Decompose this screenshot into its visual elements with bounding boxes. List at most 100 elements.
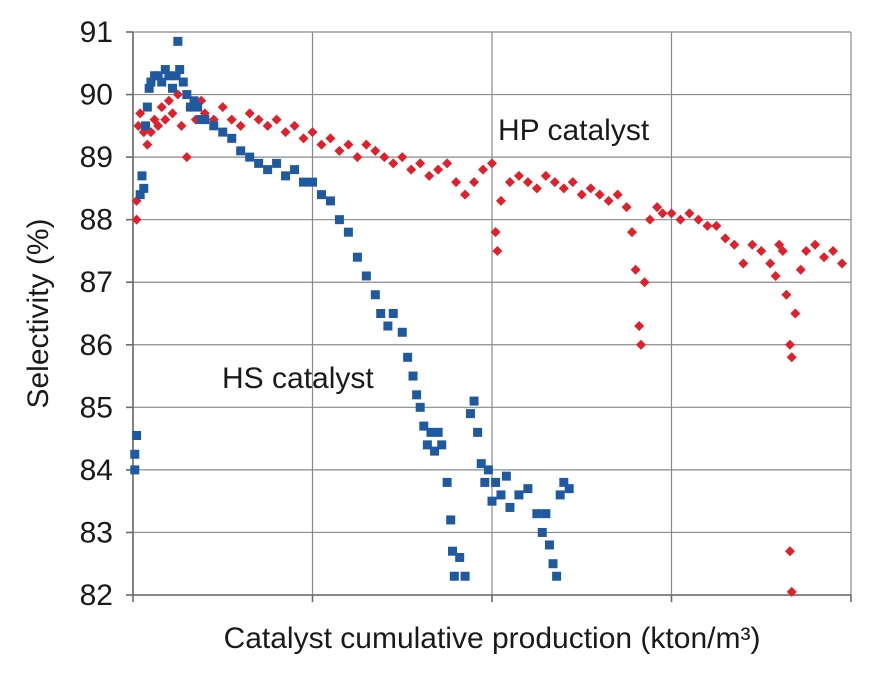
hs-data-point <box>254 158 264 168</box>
hp-data-point <box>316 139 327 150</box>
hp-data-point <box>770 270 781 281</box>
hp-data-point <box>334 145 345 156</box>
hp-data-point <box>442 158 453 169</box>
hp-data-point <box>522 177 533 188</box>
y-tick-label: 90 <box>80 79 113 112</box>
hp-data-point <box>424 170 435 181</box>
hs-data-point <box>135 190 145 200</box>
hp-data-point <box>361 139 372 150</box>
hs-data-point <box>388 309 398 318</box>
hp-data-point <box>156 102 167 113</box>
hs-data-point <box>236 146 246 156</box>
hs-data-point <box>189 96 199 106</box>
hs-data-point <box>491 477 501 487</box>
hs-data-point <box>455 552 465 562</box>
hp-data-point <box>639 277 650 288</box>
hs-data-point <box>501 471 511 481</box>
hp-data-point <box>145 127 156 138</box>
hs-data-point <box>555 490 565 500</box>
y-tick-label: 86 <box>80 329 113 362</box>
hp-data-point <box>621 202 632 213</box>
hp-data-point <box>253 114 264 125</box>
hs-data-point <box>514 490 524 500</box>
hp-data-point <box>784 546 795 557</box>
hp-data-point <box>469 177 480 188</box>
hp-data-point <box>235 120 246 131</box>
hp-data-point <box>540 170 551 181</box>
hs-data-point <box>370 290 380 300</box>
hp-data-point <box>495 195 506 206</box>
hs-data-point <box>433 427 443 437</box>
hs-data-point <box>245 152 255 162</box>
hs-data-point <box>483 465 493 475</box>
hp-data-point <box>226 114 237 125</box>
hp-data-point <box>644 214 655 225</box>
hs-data-point <box>446 515 456 525</box>
hp-data-point <box>777 245 788 256</box>
hp-data-point <box>397 152 408 163</box>
hs-data-point <box>465 409 475 419</box>
hs-data-point <box>523 484 533 494</box>
hs-data-point <box>171 71 181 81</box>
hp-data-point <box>702 220 713 231</box>
hs-data-point <box>426 427 436 437</box>
hp-data-point <box>738 258 749 269</box>
hp-data-point <box>657 208 668 219</box>
y-tick-label: 82 <box>80 579 113 612</box>
hp-catalyst-annotation: HP catalyst <box>498 114 650 147</box>
hs-data-point <box>412 390 422 400</box>
hs-data-point <box>537 527 547 537</box>
hp-data-point <box>478 164 489 175</box>
hs-data-point <box>415 402 425 412</box>
hp-data-point <box>765 258 776 269</box>
hp-data-point <box>163 95 174 106</box>
hs-data-point <box>403 352 413 362</box>
hs-data-point <box>193 102 203 112</box>
hp-data-point <box>415 158 426 169</box>
hs-data-point <box>422 440 432 450</box>
hs-data-point <box>449 571 459 581</box>
hs-data-point <box>476 459 486 469</box>
hs-data-point <box>160 65 170 75</box>
hs-data-point <box>182 90 192 100</box>
hp-data-point <box>786 352 797 363</box>
hs-data-point <box>473 427 483 437</box>
hp-data-point <box>603 195 614 206</box>
hp-data-point <box>558 183 569 194</box>
hp-data-point <box>801 245 812 256</box>
hp-data-point <box>352 152 363 163</box>
hs-data-point <box>408 371 418 381</box>
y-tick-label: 89 <box>80 141 113 174</box>
hs-data-point <box>146 77 156 87</box>
series-hs <box>130 36 574 581</box>
hs-data-point <box>325 196 335 206</box>
hp-data-point <box>627 227 638 238</box>
hs-data-point <box>175 65 185 75</box>
hp-data-point <box>217 102 228 113</box>
hp-data-point <box>810 239 821 250</box>
hp-data-point <box>433 164 444 175</box>
hp-data-point <box>298 133 309 144</box>
hp-data-point <box>370 145 381 156</box>
hs-data-point <box>480 477 490 487</box>
hs-data-point <box>352 252 362 262</box>
hp-data-point <box>634 321 645 332</box>
hs-data-point <box>299 177 309 187</box>
hp-data-point <box>576 189 587 200</box>
hs-data-point <box>137 171 147 181</box>
hs-data-point <box>541 509 551 519</box>
hs-data-point <box>130 465 140 475</box>
hs-data-point <box>153 71 163 81</box>
hp-data-point <box>153 120 164 131</box>
hs-data-point <box>316 190 326 200</box>
hs-data-point <box>141 121 151 131</box>
hp-data-point <box>652 202 663 213</box>
hp-data-point <box>531 183 542 194</box>
y-tick-label: 83 <box>80 516 113 549</box>
hs-data-point <box>361 271 371 281</box>
hp-data-point <box>756 245 767 256</box>
hp-data-point <box>711 220 722 231</box>
hs-data-point <box>376 309 386 318</box>
hp-data-point <box>388 158 399 169</box>
